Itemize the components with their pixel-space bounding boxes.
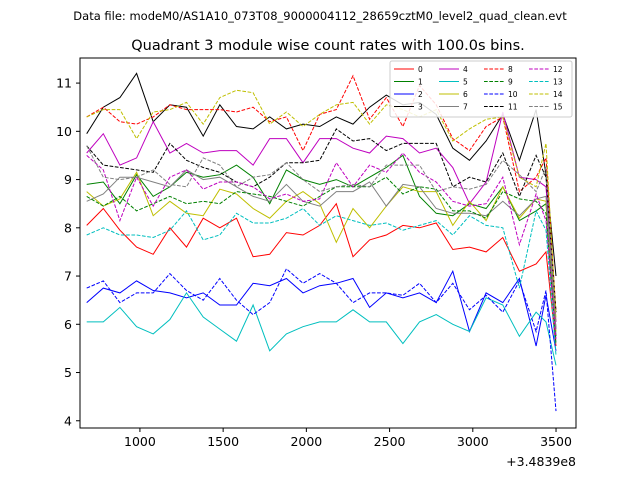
- series-line-13: [86, 207, 557, 356]
- legend-label-7: 7: [463, 103, 468, 112]
- x-offset-label: +3.4839e8: [506, 454, 576, 469]
- series-line-7: [86, 169, 557, 330]
- legend-label-8: 8: [508, 65, 513, 74]
- y-tick-label: 10: [56, 124, 72, 139]
- chart-title: Quadrant 3 module wise count rates with …: [131, 38, 525, 54]
- series-line-15: [86, 145, 557, 330]
- series-line-6: [86, 171, 557, 332]
- plot-area: [80, 58, 576, 428]
- x-tick-label: 3000: [457, 434, 489, 449]
- y-axis: 4 5 6 7 8 9 10 11: [56, 76, 80, 428]
- datafile-caption: Data file: modeM0/AS1A10_073T08_90000041…: [73, 9, 567, 23]
- legend-label-15: 15: [553, 103, 563, 112]
- y-tick-label: 4: [64, 413, 72, 428]
- x-tick-label: 2000: [290, 434, 322, 449]
- y-tick-label: 8: [64, 220, 72, 235]
- x-axis: 1000 1500 2000 2500 3000 3500: [124, 428, 572, 449]
- series-line-5: [86, 291, 557, 366]
- series-line-10: [86, 267, 557, 412]
- y-tick-label: 5: [64, 365, 72, 380]
- legend-label-2: 2: [418, 90, 423, 99]
- legend-label-11: 11: [508, 103, 518, 112]
- series-line-3: [86, 72, 557, 277]
- legend-label-9: 9: [508, 78, 513, 87]
- legend-label-4: 4: [463, 65, 468, 74]
- series-line-12: [86, 152, 557, 339]
- series-line-8: [86, 74, 557, 313]
- legend-box: [389, 60, 573, 118]
- series-line-0: [86, 202, 557, 347]
- plot-frame: [79, 57, 577, 429]
- series-layer: [86, 72, 557, 412]
- legend-label-13: 13: [553, 78, 563, 87]
- legend-label-10: 10: [508, 90, 518, 99]
- x-tick-label: 1000: [124, 434, 156, 449]
- series-line-9: [86, 176, 557, 344]
- legend-label-12: 12: [553, 65, 563, 74]
- series-line-1: [86, 154, 557, 337]
- legend-label-1: 1: [418, 78, 423, 87]
- series-line-14: [86, 89, 557, 320]
- x-tick-label: 2500: [374, 434, 406, 449]
- legend-label-0: 0: [418, 65, 423, 74]
- y-tick-label: 9: [64, 172, 72, 187]
- series-line-11: [86, 128, 557, 313]
- x-tick-label: 1500: [207, 434, 239, 449]
- legend-label-5: 5: [463, 78, 468, 87]
- series-line-2: [86, 269, 557, 351]
- legend-label-3: 3: [418, 103, 423, 112]
- y-tick-label: 7: [64, 269, 72, 284]
- legend-label-6: 6: [463, 90, 468, 99]
- y-tick-label: 6: [64, 317, 72, 332]
- x-tick-label: 3500: [540, 434, 572, 449]
- legend-label-14: 14: [553, 90, 563, 99]
- y-tick-label: 11: [56, 76, 72, 91]
